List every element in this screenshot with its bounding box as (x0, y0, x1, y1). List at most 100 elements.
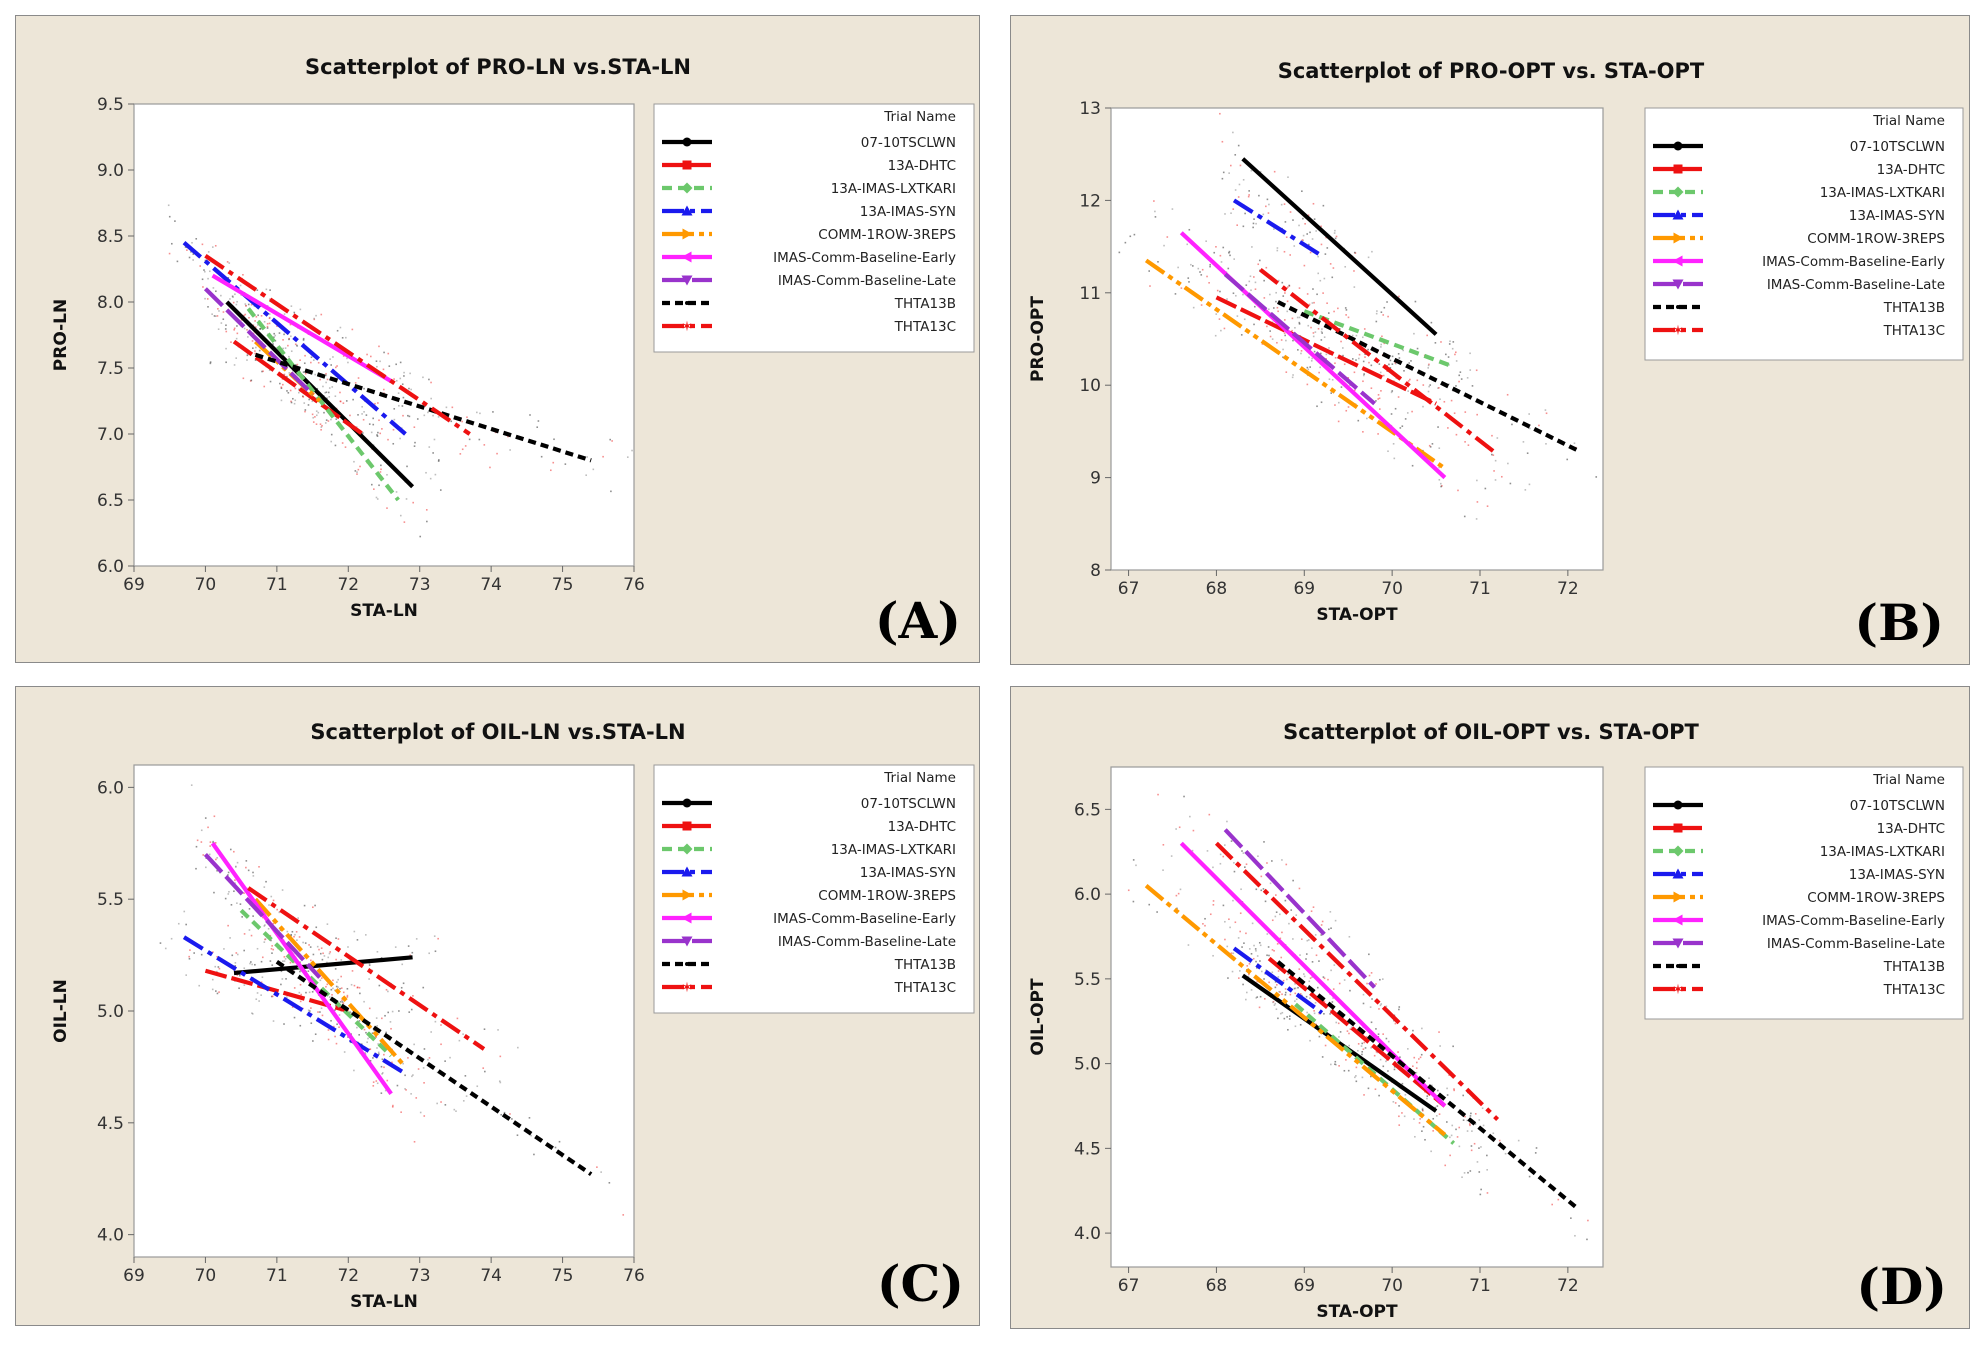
data-point (1333, 310, 1335, 313)
legend-marker (1673, 164, 1683, 174)
data-point (1287, 973, 1289, 976)
data-point (1175, 828, 1177, 830)
x-tick-label: 70 (1381, 579, 1403, 599)
data-point (1394, 407, 1397, 410)
data-point (1286, 978, 1288, 981)
series-line (203, 287, 315, 396)
data-point (1430, 1150, 1432, 1153)
data-point (337, 938, 340, 940)
data-point (1268, 203, 1270, 206)
data-point (1370, 364, 1373, 367)
chart-title: Scatterplot of PRO-LN vs.STA-LN (305, 55, 691, 79)
data-point (174, 220, 176, 222)
data-point (247, 869, 250, 872)
data-point (272, 343, 274, 345)
data-point (1307, 214, 1310, 217)
data-point (1315, 230, 1317, 232)
data-point (1227, 977, 1229, 979)
data-point (1419, 1118, 1421, 1120)
data-point (290, 400, 292, 403)
data-point (255, 315, 258, 318)
data-point (1347, 316, 1350, 319)
data-point (1312, 288, 1314, 290)
data-point (1362, 1002, 1365, 1005)
data-point (1393, 1065, 1396, 1068)
data-point (1281, 281, 1284, 284)
data-point (355, 426, 358, 428)
data-point (516, 1134, 519, 1137)
data-point (1258, 194, 1260, 197)
data-point (1377, 1033, 1380, 1036)
data-point (1322, 204, 1325, 207)
data-point (1375, 312, 1378, 315)
data-point (1308, 303, 1311, 306)
data-point (1237, 144, 1240, 147)
data-point (1283, 1017, 1286, 1020)
series-line (246, 307, 400, 502)
data-point (218, 967, 221, 970)
data-point (1451, 1124, 1454, 1127)
data-point (214, 842, 217, 844)
data-point (1334, 919, 1337, 922)
data-point (1306, 1011, 1308, 1014)
data-point (356, 986, 359, 989)
data-point (1345, 309, 1348, 311)
legend-marker: ✶ (681, 319, 693, 335)
data-point (425, 471, 427, 474)
data-point (1365, 1036, 1368, 1038)
data-point (1312, 202, 1315, 205)
data-point (552, 461, 555, 464)
data-point (231, 954, 234, 957)
data-point (217, 328, 220, 330)
data-point (297, 917, 299, 919)
data-point (1484, 487, 1487, 490)
data-point (372, 423, 375, 426)
data-point (1350, 1026, 1353, 1029)
data-point (1421, 1130, 1423, 1132)
data-point (375, 360, 378, 362)
data-point (1262, 213, 1265, 216)
data-point (1279, 913, 1281, 916)
data-point (305, 991, 307, 994)
series-line (204, 968, 349, 1014)
data-point (325, 372, 327, 375)
data-point (313, 317, 315, 320)
data-point (341, 999, 343, 1001)
data-point (290, 335, 292, 338)
data-point (1380, 311, 1383, 314)
data-point (241, 916, 243, 918)
data-point (366, 1041, 368, 1044)
data-point (267, 927, 270, 930)
data-point (1334, 356, 1337, 359)
legend-entry: THTA13C (1883, 323, 1945, 339)
data-point (1382, 1033, 1384, 1035)
data-point (272, 899, 275, 902)
data-point (1264, 973, 1266, 975)
data-point (1285, 863, 1288, 866)
data-point (327, 391, 330, 394)
data-point (462, 1033, 464, 1035)
data-point (1313, 301, 1315, 304)
legend-marker (681, 866, 693, 877)
data-point (1291, 329, 1293, 332)
data-point (398, 1010, 400, 1012)
data-point (258, 866, 260, 868)
data-point (1261, 343, 1264, 345)
data-point (311, 990, 314, 993)
data-point (478, 438, 481, 441)
legend-entry: THTA13B (894, 957, 956, 973)
data-point (444, 1060, 446, 1062)
data-point (243, 933, 246, 935)
data-point (278, 332, 281, 334)
x-tick-label: 69 (123, 575, 145, 595)
data-point (1343, 1069, 1346, 1072)
data-point (328, 396, 331, 398)
data-point (1256, 980, 1259, 983)
data-point (323, 411, 325, 414)
data-point (1428, 444, 1431, 447)
data-point (1118, 251, 1121, 254)
data-point (1274, 1002, 1277, 1005)
data-point (386, 1079, 389, 1082)
data-point (1232, 208, 1235, 210)
data-point (392, 428, 395, 431)
